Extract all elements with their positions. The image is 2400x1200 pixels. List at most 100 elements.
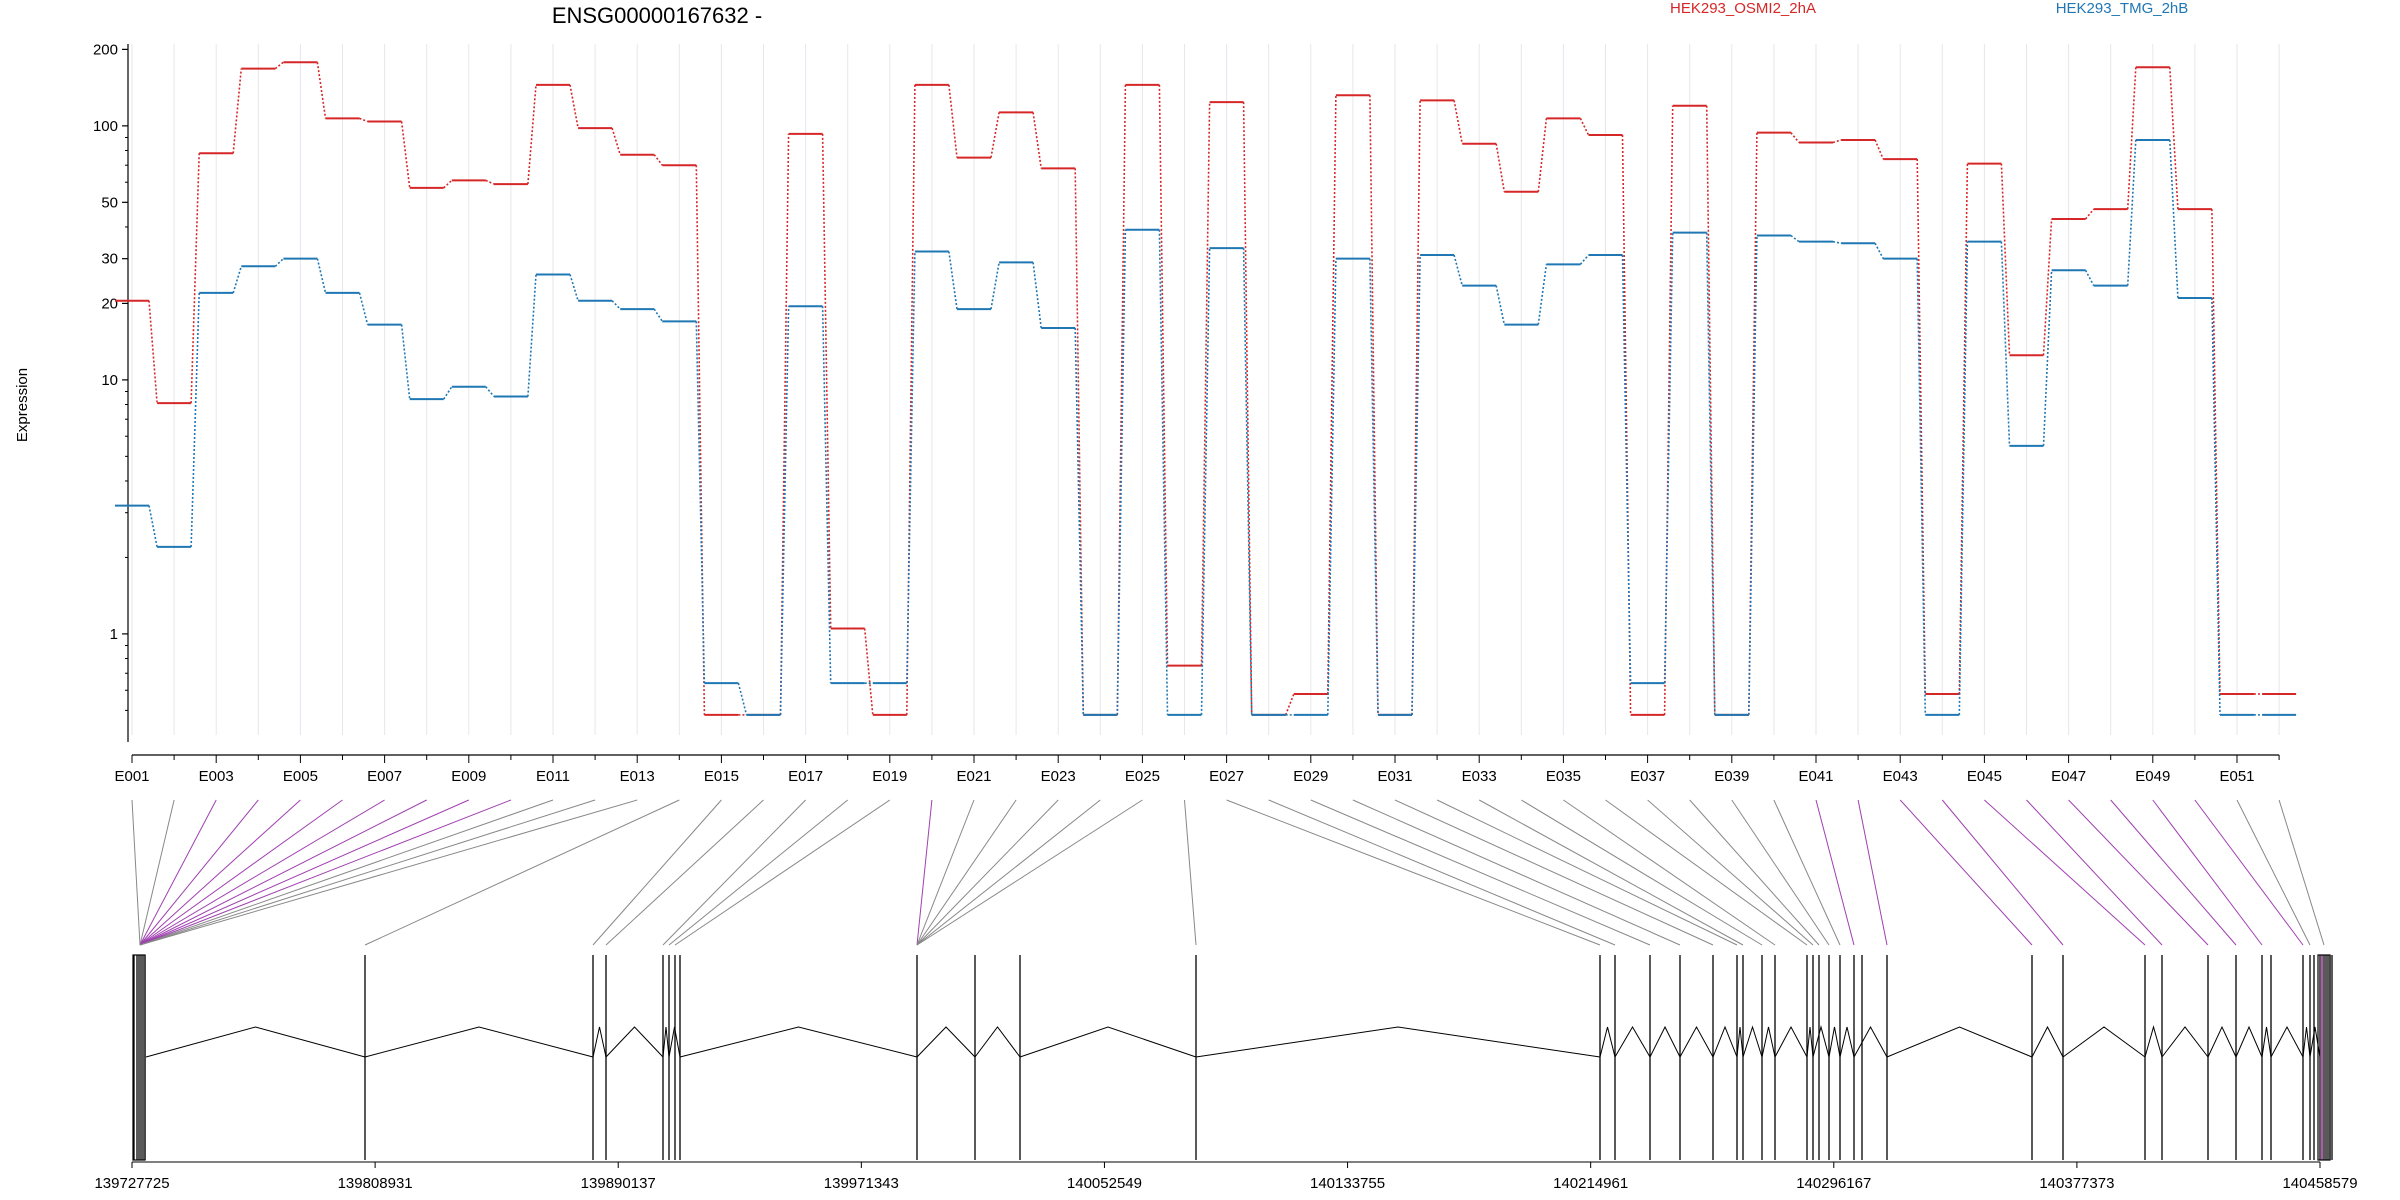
- exon-cluster: [132, 954, 146, 1161]
- exon-connector: [131, 799, 141, 946]
- y-tick-label: 1: [110, 626, 118, 643]
- genomic-tick-label: 140458579: [2282, 1175, 2357, 1192]
- x-tick-label: E033: [1462, 768, 1497, 785]
- x-tick-label: E021: [956, 768, 991, 785]
- exon-connector: [2236, 799, 2311, 946]
- exon-connector: [139, 799, 512, 946]
- x-tick-label: E041: [1798, 768, 1833, 785]
- exon-connector: [1899, 799, 2033, 946]
- x-tick-label: E027: [1209, 768, 1244, 785]
- exon-connector: [139, 799, 470, 946]
- exon-connector: [2152, 799, 2263, 946]
- x-tick-label: E031: [1377, 768, 1412, 785]
- exon-connector: [1352, 799, 1681, 946]
- exon-gridlines: [131, 44, 2280, 735]
- chart-title: ENSG00000167632 -: [552, 3, 762, 28]
- exon-connector: [1226, 799, 1601, 946]
- x-tick-label: E025: [1125, 768, 1160, 785]
- exon-connector: [1268, 799, 1616, 946]
- exon-connector: [139, 799, 175, 946]
- exon-connector: [668, 799, 849, 946]
- genomic-tick-label: 140214961: [1553, 1175, 1628, 1192]
- exon-connector: [1184, 799, 1197, 946]
- exon-connector: [1689, 799, 1820, 946]
- exon-connector: [2278, 799, 2325, 946]
- exon-connector: [2026, 799, 2163, 946]
- genomic-tick-label: 140133755: [1310, 1175, 1385, 1192]
- exon-connector: [1941, 799, 2064, 946]
- genomic-tick-label: 139890137: [581, 1175, 656, 1192]
- exon-connector: [1310, 799, 1651, 946]
- gene-model-track: [132, 954, 2333, 1161]
- x-tick-label: E019: [872, 768, 907, 785]
- y-tick-label: 50: [101, 194, 118, 211]
- exon-connector: [139, 799, 638, 946]
- x-tick-label: E039: [1714, 768, 1749, 785]
- x-tick-label: E045: [1967, 768, 2002, 785]
- exon-connector: [916, 799, 1143, 946]
- series-tmg: [115, 138, 2297, 716]
- exon-connector: [139, 799, 217, 946]
- exon-connector: [916, 799, 1059, 946]
- x-tick-label: E011: [536, 768, 570, 785]
- intron-path: [145, 1025, 2321, 1058]
- x-tick-label: E005: [283, 768, 318, 785]
- exon-connector: [364, 799, 680, 946]
- exon-connector: [1394, 799, 1714, 946]
- exon-connector: [674, 799, 891, 946]
- exon-connector: [1731, 799, 1830, 946]
- exon-connector: [139, 799, 259, 946]
- exon-connector: [916, 799, 933, 946]
- x-tick-label: E035: [1546, 768, 1581, 785]
- x-tick-label: E029: [1293, 768, 1328, 785]
- exon-connector: [1436, 799, 1738, 946]
- genomic-tick-label: 140377373: [2039, 1175, 2114, 1192]
- x-tick-label: E003: [199, 768, 234, 785]
- exon-connector: [2194, 799, 2304, 946]
- legend: HEK293_OSMI2_2hA HEK293_TMG_2hB: [1670, 0, 2188, 17]
- exon-connector: [605, 799, 764, 946]
- exon-connector: [139, 799, 385, 946]
- x-tick-label: E017: [788, 768, 823, 785]
- y-axis: 1 10 20 30 50 100 200: [93, 41, 129, 742]
- exon-connector: [1647, 799, 1814, 946]
- y-tick-label: 100: [93, 118, 118, 135]
- genomic-tick-label: 140052549: [1067, 1175, 1142, 1192]
- genomic-tick-label: 139727725: [94, 1175, 169, 1192]
- exon-connector: [2110, 799, 2237, 946]
- series-layer: [115, 61, 2297, 716]
- legend-entry-tmg: HEK293_TMG_2hB: [2056, 0, 2189, 17]
- x-tick-label: E049: [2135, 768, 2170, 785]
- y-axis-label: Expression: [14, 368, 31, 442]
- x-tick-label: E009: [451, 768, 486, 785]
- genomic-tick-label: 139808931: [338, 1175, 413, 1192]
- legend-entry-osmi2: HEK293_OSMI2_2hA: [1670, 0, 1816, 17]
- x-axis: E001 E003 E005 E007 E009 E011 E013 E015 E017 E019…: [114, 754, 2280, 785]
- exon-connector: [1478, 799, 1744, 946]
- series-connector: [148, 61, 2263, 716]
- exon-connector: [139, 799, 554, 946]
- x-tick-label: E043: [1883, 768, 1918, 785]
- exon-connector-lines: [131, 799, 2325, 946]
- exon-connector: [1857, 799, 1888, 946]
- x-tick-label: E047: [2051, 768, 2086, 785]
- x-tick-label: E015: [704, 768, 739, 785]
- exon-connector: [1563, 799, 1776, 946]
- exon-connector: [1984, 799, 2146, 946]
- genomic-tick-label: 140296167: [1796, 1175, 1871, 1192]
- y-tick-label: 30: [101, 251, 118, 268]
- series-connector: [148, 139, 2263, 716]
- exon-connector: [2068, 799, 2209, 946]
- exon-connector: [1815, 799, 1855, 946]
- exon-connector: [139, 799, 343, 946]
- x-tick-label: E051: [2219, 768, 2254, 785]
- y-tick-label: 20: [101, 295, 118, 312]
- x-tick-label: E007: [367, 768, 402, 785]
- exon-cluster: [2317, 954, 2331, 1161]
- exon-connector: [662, 799, 806, 946]
- exon-connector: [916, 799, 1101, 946]
- genomic-coordinate-axis: 139727725 139808931 139890137 139971343 1400…: [94, 1161, 2358, 1192]
- x-tick-label: E037: [1630, 768, 1665, 785]
- exon-connector: [139, 799, 301, 946]
